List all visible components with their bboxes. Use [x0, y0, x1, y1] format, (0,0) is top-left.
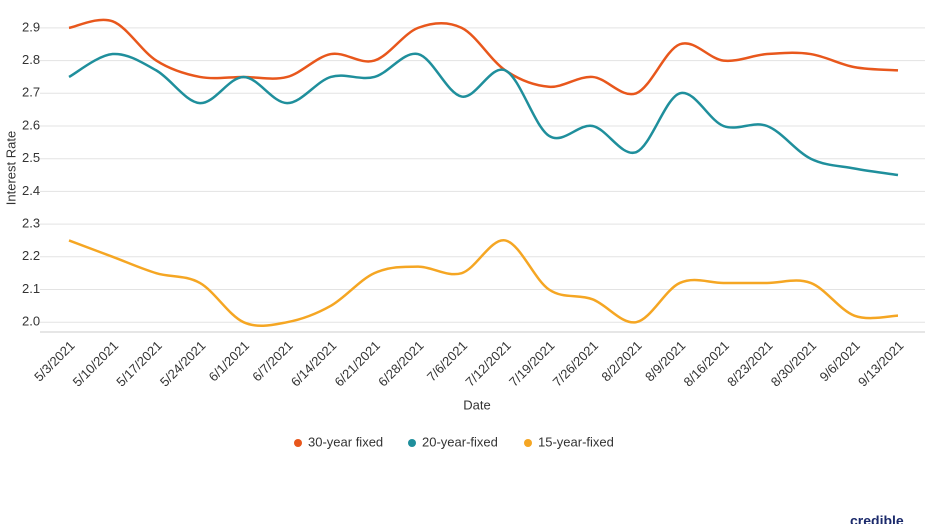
legend-marker [408, 439, 416, 447]
x-tick-label: 9/13/2021 [855, 338, 907, 390]
x-tick-label: 5/10/2021 [70, 338, 122, 390]
x-tick-label: 6/14/2021 [288, 338, 340, 390]
y-tick-label: 2.7 [22, 85, 40, 100]
y-tick-label: 2.1 [22, 281, 40, 296]
x-tick-label: 7/19/2021 [506, 338, 558, 390]
x-axis-title: Date [463, 397, 490, 412]
series-line [68, 52, 899, 177]
series-line [68, 18, 899, 96]
legend-marker [294, 439, 302, 447]
x-tick-label: 8/16/2021 [681, 338, 733, 390]
legend-marker [524, 439, 532, 447]
y-tick-label: 2.2 [22, 248, 40, 263]
brand-logo: credible [850, 513, 904, 524]
y-tick-label: 2.3 [22, 216, 40, 231]
y-tick-label: 2.5 [22, 150, 40, 165]
y-tick-label: 2.4 [22, 183, 40, 198]
x-tick-label: 5/17/2021 [113, 338, 165, 390]
x-tick-label: 8/2/2021 [598, 338, 644, 384]
x-tick-label: 7/12/2021 [462, 338, 514, 390]
legend-label: 30-year fixed [308, 434, 383, 449]
legend-label: 20-year-fixed [422, 434, 498, 449]
x-tick-label: 5/24/2021 [157, 338, 209, 390]
x-tick-label: 6/21/2021 [331, 338, 383, 390]
y-axis-title: Interest Rate [3, 131, 18, 205]
x-tick-label: 8/23/2021 [724, 338, 776, 390]
x-tick-label: 8/30/2021 [768, 338, 820, 390]
y-tick-label: 2.6 [22, 117, 40, 132]
x-tick-label: 7/26/2021 [550, 338, 602, 390]
legend-label: 15-year-fixed [538, 434, 614, 449]
y-tick-label: 2.8 [22, 52, 40, 67]
y-tick-label: 2.9 [22, 19, 40, 34]
y-tick-label: 2.0 [22, 314, 40, 329]
series-line [68, 239, 899, 328]
x-tick-label: 6/28/2021 [375, 338, 427, 390]
x-tick-label: 6/1/2021 [206, 338, 252, 384]
